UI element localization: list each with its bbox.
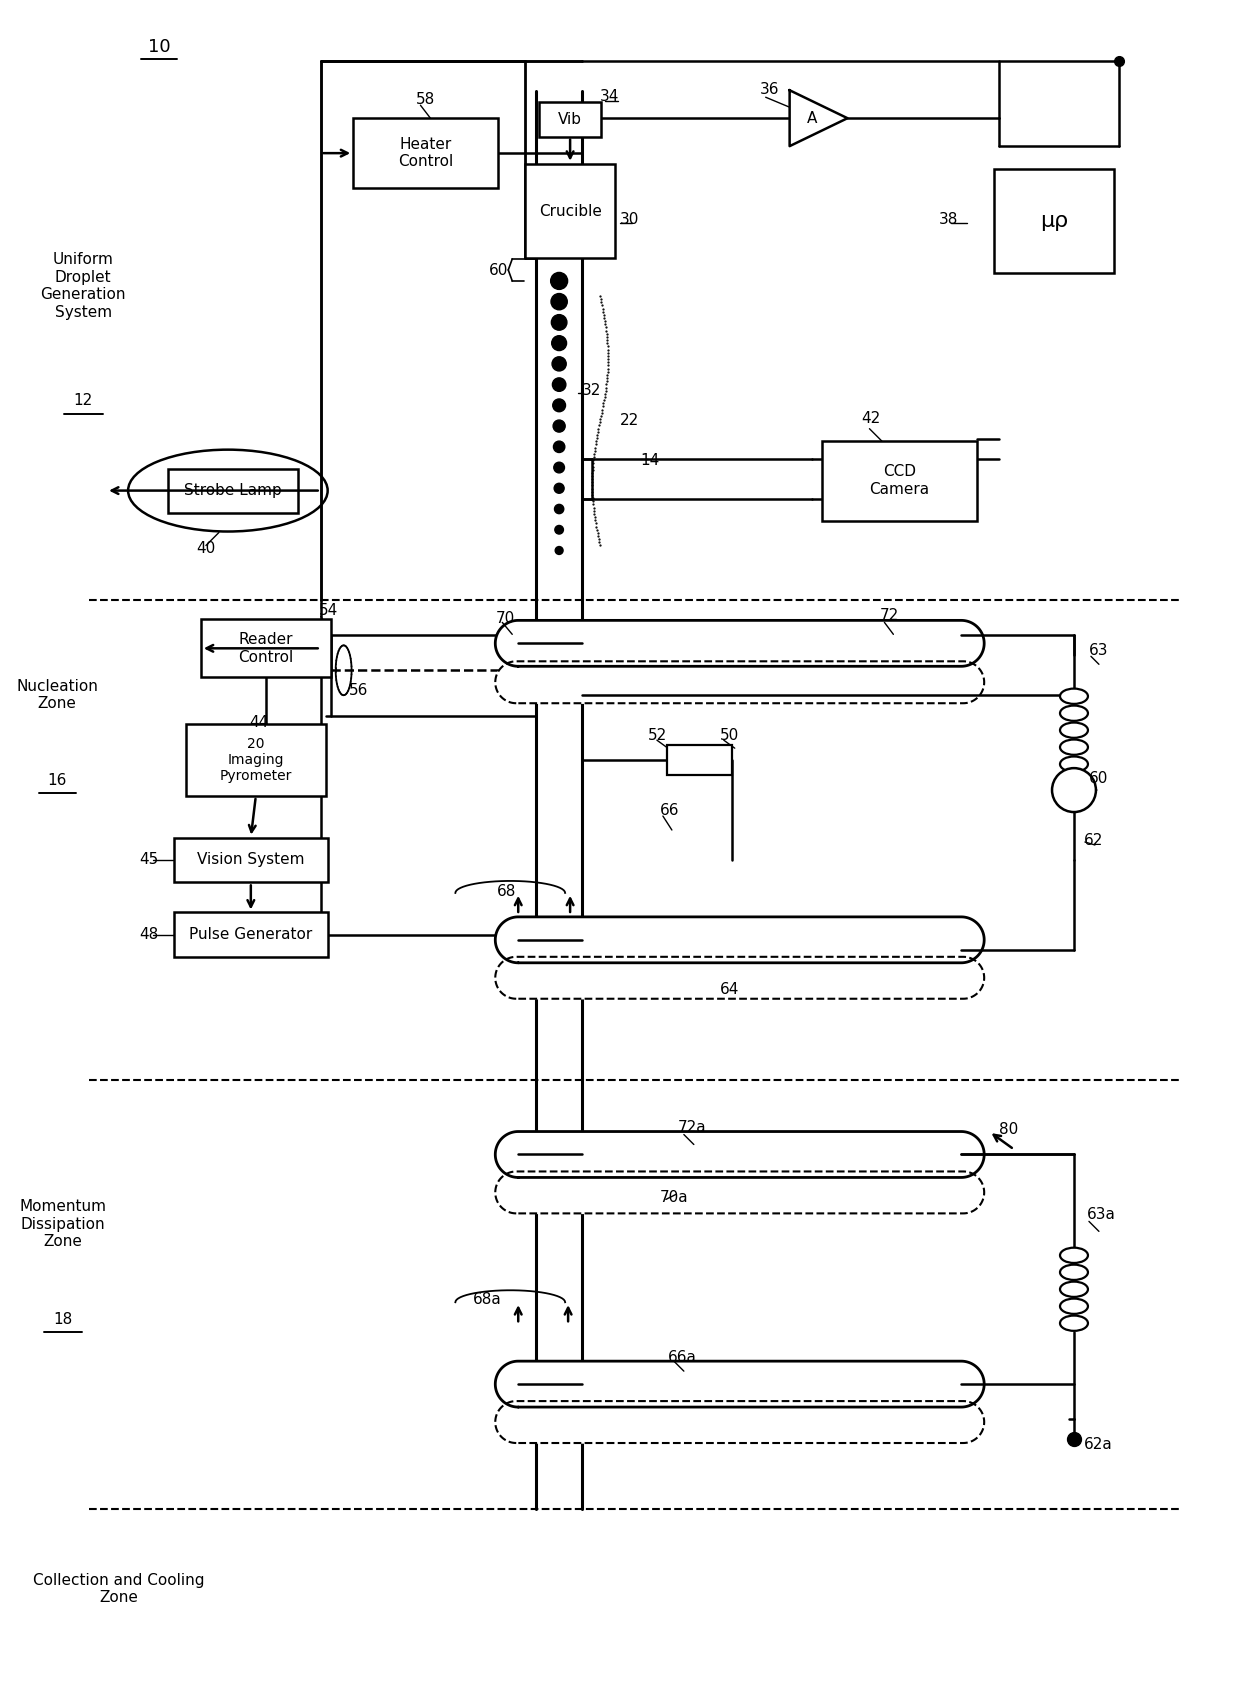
Text: μρ: μρ bbox=[1040, 211, 1068, 231]
Text: 48: 48 bbox=[139, 927, 159, 942]
Text: 63a: 63a bbox=[1087, 1208, 1116, 1221]
Text: Reader
Control: Reader Control bbox=[238, 632, 294, 664]
Text: 58: 58 bbox=[415, 91, 435, 106]
Text: 54: 54 bbox=[319, 603, 339, 618]
Polygon shape bbox=[495, 1361, 985, 1407]
FancyBboxPatch shape bbox=[994, 169, 1114, 274]
Ellipse shape bbox=[1060, 1248, 1087, 1263]
Text: 44: 44 bbox=[249, 714, 268, 730]
Ellipse shape bbox=[1060, 1316, 1087, 1331]
Text: 60: 60 bbox=[1089, 770, 1109, 785]
Text: 18: 18 bbox=[53, 1312, 73, 1328]
Text: Vib: Vib bbox=[558, 111, 582, 127]
FancyBboxPatch shape bbox=[539, 101, 601, 137]
Text: Strobe Lamp: Strobe Lamp bbox=[184, 483, 281, 498]
Text: 52: 52 bbox=[649, 728, 667, 743]
Circle shape bbox=[552, 356, 567, 372]
Text: 62: 62 bbox=[1084, 833, 1104, 848]
Text: Momentum
Dissipation
Zone: Momentum Dissipation Zone bbox=[20, 1199, 107, 1250]
Text: 14: 14 bbox=[640, 453, 660, 468]
Text: 20
Imaging
Pyrometer: 20 Imaging Pyrometer bbox=[219, 736, 291, 784]
Text: Nucleation
Zone: Nucleation Zone bbox=[16, 679, 98, 711]
Text: 72a: 72a bbox=[678, 1120, 707, 1135]
Text: 40: 40 bbox=[196, 540, 216, 556]
Ellipse shape bbox=[1060, 706, 1087, 721]
FancyBboxPatch shape bbox=[167, 468, 298, 512]
Circle shape bbox=[556, 547, 563, 554]
Text: 36: 36 bbox=[760, 81, 779, 96]
Text: 68a: 68a bbox=[474, 1292, 502, 1307]
Text: 32: 32 bbox=[582, 383, 601, 399]
Circle shape bbox=[554, 525, 563, 534]
Text: 30: 30 bbox=[620, 211, 640, 226]
Circle shape bbox=[554, 483, 564, 493]
Circle shape bbox=[551, 294, 567, 309]
Polygon shape bbox=[790, 90, 847, 147]
FancyBboxPatch shape bbox=[822, 441, 977, 520]
Polygon shape bbox=[495, 956, 985, 998]
Ellipse shape bbox=[1060, 723, 1087, 738]
FancyBboxPatch shape bbox=[186, 725, 326, 796]
Polygon shape bbox=[495, 1132, 985, 1177]
Ellipse shape bbox=[1060, 1265, 1087, 1280]
Polygon shape bbox=[495, 1402, 985, 1442]
Text: A: A bbox=[806, 111, 817, 125]
Text: 70a: 70a bbox=[660, 1191, 688, 1204]
Circle shape bbox=[552, 336, 567, 351]
FancyBboxPatch shape bbox=[174, 912, 329, 958]
Text: 64: 64 bbox=[719, 983, 739, 997]
Ellipse shape bbox=[1060, 1299, 1087, 1314]
FancyBboxPatch shape bbox=[174, 838, 329, 882]
Text: 16: 16 bbox=[47, 772, 67, 787]
Text: Heater
Control: Heater Control bbox=[398, 137, 453, 169]
Text: 45: 45 bbox=[139, 853, 159, 868]
Ellipse shape bbox=[1060, 740, 1087, 755]
FancyBboxPatch shape bbox=[667, 745, 733, 775]
Polygon shape bbox=[495, 620, 985, 665]
Text: Pulse Generator: Pulse Generator bbox=[190, 927, 312, 942]
Text: 80: 80 bbox=[999, 1121, 1018, 1137]
Text: 62a: 62a bbox=[1084, 1437, 1112, 1451]
Ellipse shape bbox=[1060, 757, 1087, 772]
Text: 72: 72 bbox=[879, 608, 899, 623]
Circle shape bbox=[553, 399, 565, 412]
Ellipse shape bbox=[1060, 1282, 1087, 1297]
Text: 42: 42 bbox=[862, 410, 880, 426]
Text: 70: 70 bbox=[495, 611, 515, 627]
Text: 38: 38 bbox=[939, 211, 959, 226]
Polygon shape bbox=[495, 917, 985, 963]
Circle shape bbox=[552, 378, 565, 392]
FancyBboxPatch shape bbox=[526, 164, 615, 258]
Text: 63: 63 bbox=[1089, 644, 1109, 657]
Circle shape bbox=[554, 505, 564, 513]
Text: 12: 12 bbox=[73, 394, 93, 409]
Text: 34: 34 bbox=[600, 90, 620, 103]
Text: 10: 10 bbox=[148, 39, 170, 56]
Text: 60: 60 bbox=[489, 263, 508, 279]
Circle shape bbox=[551, 272, 568, 289]
Text: Crucible: Crucible bbox=[538, 204, 601, 218]
Circle shape bbox=[554, 463, 564, 473]
Text: Collection and Cooling
Zone: Collection and Cooling Zone bbox=[33, 1572, 205, 1605]
Polygon shape bbox=[495, 1172, 985, 1213]
Circle shape bbox=[553, 441, 565, 453]
Text: 50: 50 bbox=[719, 728, 739, 743]
Text: 66a: 66a bbox=[668, 1350, 697, 1365]
Circle shape bbox=[553, 421, 565, 432]
Text: Uniform
Droplet
Generation
System: Uniform Droplet Generation System bbox=[41, 252, 126, 319]
FancyBboxPatch shape bbox=[201, 620, 331, 677]
Circle shape bbox=[552, 314, 567, 329]
Polygon shape bbox=[495, 662, 985, 703]
Text: 56: 56 bbox=[348, 682, 368, 698]
Text: 22: 22 bbox=[620, 414, 640, 429]
Text: 66: 66 bbox=[660, 802, 680, 817]
Ellipse shape bbox=[1060, 689, 1087, 704]
Circle shape bbox=[1052, 768, 1096, 812]
Text: 68: 68 bbox=[497, 885, 517, 900]
Text: CCD
Camera: CCD Camera bbox=[869, 464, 930, 497]
FancyBboxPatch shape bbox=[353, 118, 497, 187]
Text: Vision System: Vision System bbox=[197, 853, 305, 868]
